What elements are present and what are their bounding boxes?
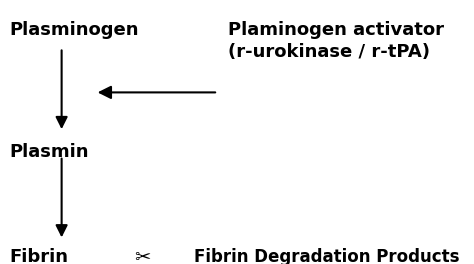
Text: Fibrin Degradation Products: Fibrin Degradation Products bbox=[194, 248, 460, 264]
Text: ✂: ✂ bbox=[134, 248, 150, 264]
Text: Fibrin: Fibrin bbox=[9, 248, 68, 264]
Text: Plaminogen activator
(r-urokinase / r-tPA): Plaminogen activator (r-urokinase / r-tP… bbox=[228, 21, 444, 61]
Text: Plasminogen: Plasminogen bbox=[9, 21, 139, 39]
Text: Plasmin: Plasmin bbox=[9, 143, 89, 161]
